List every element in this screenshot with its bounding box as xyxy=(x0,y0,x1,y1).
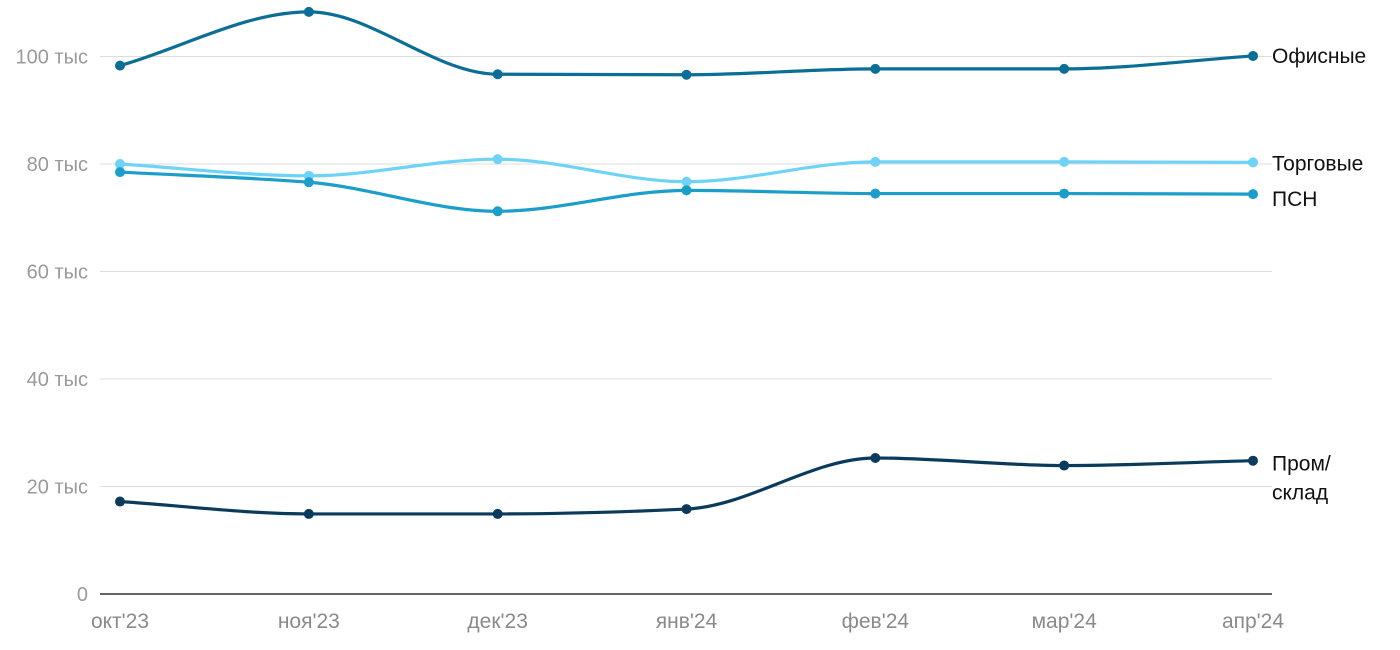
y-tick-label: 0 xyxy=(77,584,88,606)
data-point xyxy=(681,504,692,515)
data-point xyxy=(681,185,692,196)
data-point xyxy=(115,496,125,507)
y-tick-label: 40 тыс xyxy=(27,369,88,391)
data-point xyxy=(492,154,503,165)
data-point xyxy=(303,6,314,17)
data-point xyxy=(681,176,692,187)
y-tick-label: 80 тыс xyxy=(27,154,88,176)
series-label: ПСН xyxy=(1272,188,1317,211)
data-point xyxy=(870,188,881,199)
data-point xyxy=(1059,156,1070,167)
series-label: Офисные xyxy=(1272,45,1366,68)
data-point xyxy=(115,167,125,178)
data-point xyxy=(1248,189,1258,200)
data-point xyxy=(1248,455,1258,466)
x-tick-label: ноя'23 xyxy=(278,610,340,633)
data-point xyxy=(115,60,125,71)
data-point xyxy=(1248,157,1258,168)
data-point xyxy=(303,508,314,519)
y-tick-label: 100 тыс xyxy=(16,47,88,69)
y-tick-label: 60 тыс xyxy=(27,262,88,284)
x-tick-label: апр'24 xyxy=(1222,610,1284,633)
data-point xyxy=(492,508,503,519)
x-tick-label: мар'24 xyxy=(1032,610,1097,633)
data-point xyxy=(303,177,314,188)
data-point xyxy=(1059,188,1070,199)
x-tick-label: окт'23 xyxy=(91,610,149,633)
data-point xyxy=(870,453,881,464)
x-tick-label: фев'24 xyxy=(842,610,910,633)
data-point xyxy=(492,206,503,217)
x-tick-label: дек'23 xyxy=(467,610,528,633)
series-label: Пром/ xyxy=(1272,453,1331,476)
data-point xyxy=(681,69,692,80)
y-tick-label: 20 тыс xyxy=(27,477,88,499)
data-point xyxy=(1059,460,1070,471)
x-tick-label: янв'24 xyxy=(656,610,718,633)
data-point xyxy=(115,159,125,169)
data-point xyxy=(492,69,503,80)
series-line xyxy=(118,10,1255,77)
data-point xyxy=(1059,63,1070,74)
series-label: Торговые xyxy=(1272,152,1363,175)
data-point xyxy=(870,156,881,167)
data-point xyxy=(1248,50,1258,61)
series-label: склад xyxy=(1272,482,1328,505)
data-point xyxy=(870,63,881,74)
